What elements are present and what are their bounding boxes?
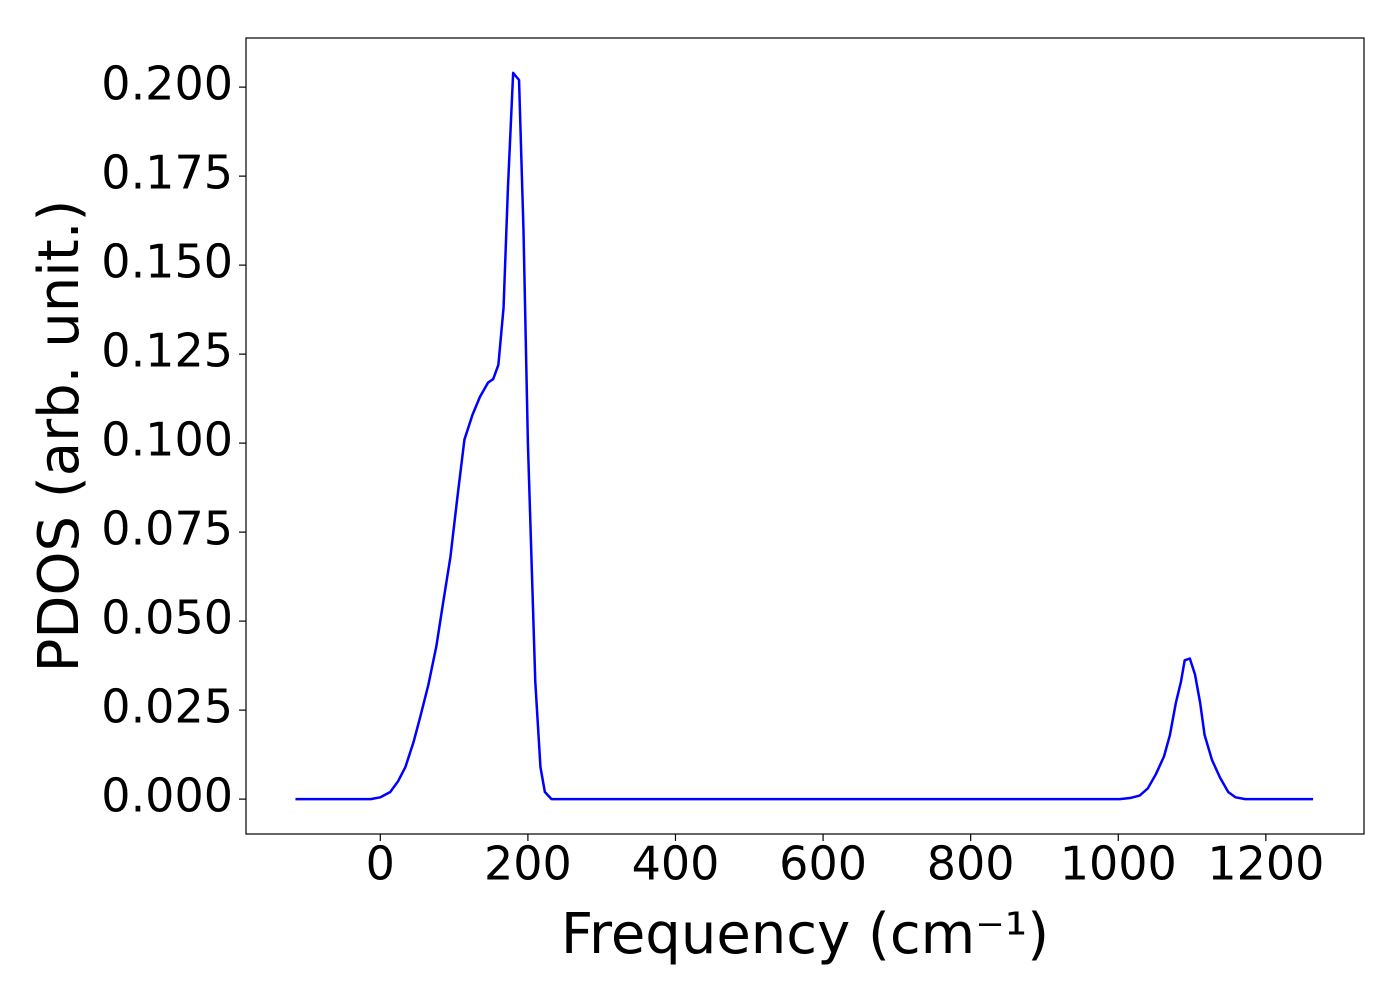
y-tick-label: 0.175 (101, 146, 233, 200)
y-tick-label: 0.050 (101, 591, 233, 645)
plot-frame (245, 37, 1365, 835)
y-tick-label: 0.200 (101, 57, 233, 111)
x-tick-label: 600 (779, 837, 867, 891)
data-line (295, 71, 1314, 801)
x-tick-label: 800 (927, 837, 1015, 891)
x-tick-label: 400 (632, 837, 720, 891)
x-tick-label: 200 (484, 837, 572, 891)
y-tick-label: 0.125 (101, 324, 233, 378)
y-tick-label: 0.025 (101, 680, 233, 734)
x-tick-label: 1200 (1207, 837, 1324, 891)
y-axis-label: PDOS (arb. unit.) (27, 200, 92, 673)
x-tick-label: 0 (366, 837, 395, 891)
y-tick-label: 0.000 (101, 769, 233, 823)
x-tick-label: 1000 (1060, 837, 1177, 891)
y-tick-label: 0.100 (101, 413, 233, 467)
x-axis-label: Frequency (cm⁻¹) (561, 902, 1049, 967)
y-tick-label: 0.075 (101, 502, 233, 556)
y-tick-label: 0.150 (101, 235, 233, 289)
